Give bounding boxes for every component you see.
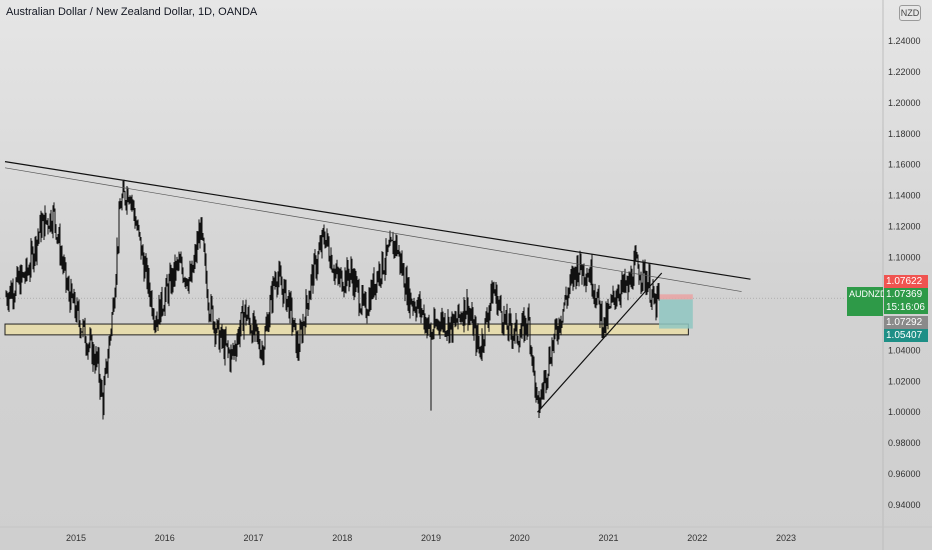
x-tick-label: 2015 xyxy=(66,533,86,543)
x-tick-label: 2022 xyxy=(687,533,707,543)
y-tick-label: 0.96000 xyxy=(888,469,921,479)
support-zone xyxy=(4,323,689,336)
position-loss-box xyxy=(659,294,693,300)
y-tick-label: 1.22000 xyxy=(888,67,921,77)
x-tick-label: 2021 xyxy=(598,533,618,543)
symbol-label: AUDNZD xyxy=(849,289,887,299)
chart-title: Australian Dollar / New Zealand Dollar, … xyxy=(6,6,258,18)
currency-badge[interactable]: NZD xyxy=(899,5,921,21)
y-tick-label: 1.00000 xyxy=(888,407,921,417)
descending-trendline xyxy=(4,161,751,280)
stop-price-tag: 1.05407 xyxy=(884,329,928,342)
target-price-tag: 1.07622 xyxy=(884,275,928,288)
y-tick-label: 1.16000 xyxy=(888,160,921,170)
position-profit-box xyxy=(659,299,693,329)
y-tick-label: 1.24000 xyxy=(888,36,921,46)
current-price-tag: 1.07369 xyxy=(884,288,928,301)
x-tick-label: 2020 xyxy=(510,533,530,543)
x-tick-label: 2018 xyxy=(332,533,352,543)
entry-price-tag: 1.07292 xyxy=(884,316,928,329)
y-tick-label: 1.14000 xyxy=(888,191,921,201)
x-tick-label: 2023 xyxy=(776,533,796,543)
y-tick-label: 1.10000 xyxy=(888,253,921,263)
countdown-tag: 15:16:06 xyxy=(884,301,928,314)
y-tick-label: 1.20000 xyxy=(888,98,921,108)
y-tick-label: 0.98000 xyxy=(888,438,921,448)
rising-trendline xyxy=(537,272,663,413)
y-tick-label: 0.94000 xyxy=(888,500,921,510)
x-tick-label: 2016 xyxy=(155,533,175,543)
x-tick-label: 2017 xyxy=(243,533,263,543)
symbol-tag: AUDNZD xyxy=(847,287,887,316)
y-tick-label: 1.18000 xyxy=(888,129,921,139)
descending-channel-line xyxy=(4,167,742,292)
y-tick-label: 1.04000 xyxy=(888,345,921,355)
x-tick-label: 2019 xyxy=(421,533,441,543)
y-tick-label: 1.12000 xyxy=(888,222,921,232)
y-tick-label: 1.02000 xyxy=(888,376,921,386)
